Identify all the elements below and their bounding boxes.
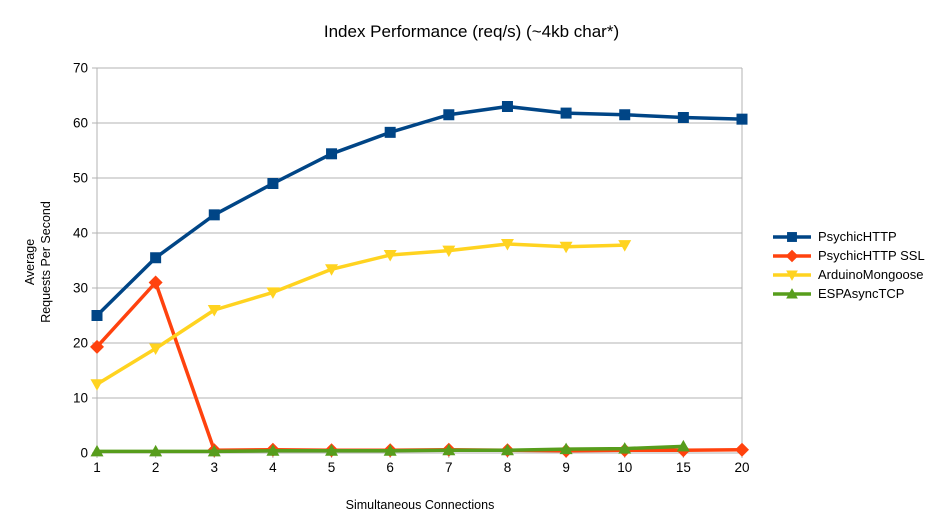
legend-item: ESPAsyncTCP <box>773 284 925 303</box>
series-psychichttp <box>91 101 748 321</box>
legend-swatch-triangle-up-icon <box>773 287 811 298</box>
legend: PsychicHTTP PsychicHTTP SSL ArduinoMongoos… <box>773 227 925 303</box>
y-axis-title-line-1: Average <box>22 238 37 286</box>
y-tick-label: 60 <box>73 116 88 131</box>
x-tick-label: 15 <box>676 460 691 475</box>
legend-label: PsychicHTTP <box>818 229 897 244</box>
legend-swatch-diamond-icon <box>773 249 811 262</box>
chart-title: Index Performance (req/s) (~4kb char*) <box>323 22 620 41</box>
legend-item: PsychicHTTP <box>773 227 925 246</box>
y-axis-title-line-2: Requests Per Second <box>39 201 53 323</box>
x-tick-label: 10 <box>617 460 632 475</box>
y-tick-label: 0 <box>80 446 88 461</box>
y-tick-label: 50 <box>73 171 88 186</box>
y-tick-label: 20 <box>73 336 88 351</box>
x-tick-label: 7 <box>445 460 453 475</box>
x-tick-label: 3 <box>211 460 219 475</box>
series-espasynctcp <box>90 439 690 457</box>
y-tick-label: 40 <box>73 226 88 241</box>
legend-item: PsychicHTTP SSL <box>773 246 925 265</box>
x-tick-label: 5 <box>328 460 336 475</box>
x-tick-label: 20 <box>734 460 749 475</box>
x-tick-label: 4 <box>269 460 277 475</box>
x-tick-label: 8 <box>504 460 512 475</box>
legend-label: ArduinoMongoose <box>818 267 924 282</box>
x-axis-title: Simultaneous Connections <box>345 498 495 512</box>
legend-label: ESPAsyncTCP <box>818 286 905 301</box>
legend-swatch-triangle-down-icon <box>773 270 811 281</box>
x-tick-label: 2 <box>152 460 160 475</box>
legend-label: PsychicHTTP SSL <box>818 248 925 263</box>
x-tick-label: 6 <box>386 460 394 475</box>
gridlines <box>92 67 742 454</box>
x-tick-label: 1 <box>93 460 101 475</box>
y-tick-label: 30 <box>73 281 88 296</box>
y-tick-label: 10 <box>73 391 88 406</box>
x-tick-label: 9 <box>562 460 570 475</box>
series-arduinomongoose <box>90 239 632 391</box>
legend-item: ArduinoMongoose <box>773 265 925 284</box>
series-psychichttp-ssl <box>90 275 749 458</box>
y-tick-label: 70 <box>73 61 88 76</box>
legend-swatch-square-icon <box>773 231 811 242</box>
y-axis-title: Average Requests Per Second <box>22 201 55 323</box>
